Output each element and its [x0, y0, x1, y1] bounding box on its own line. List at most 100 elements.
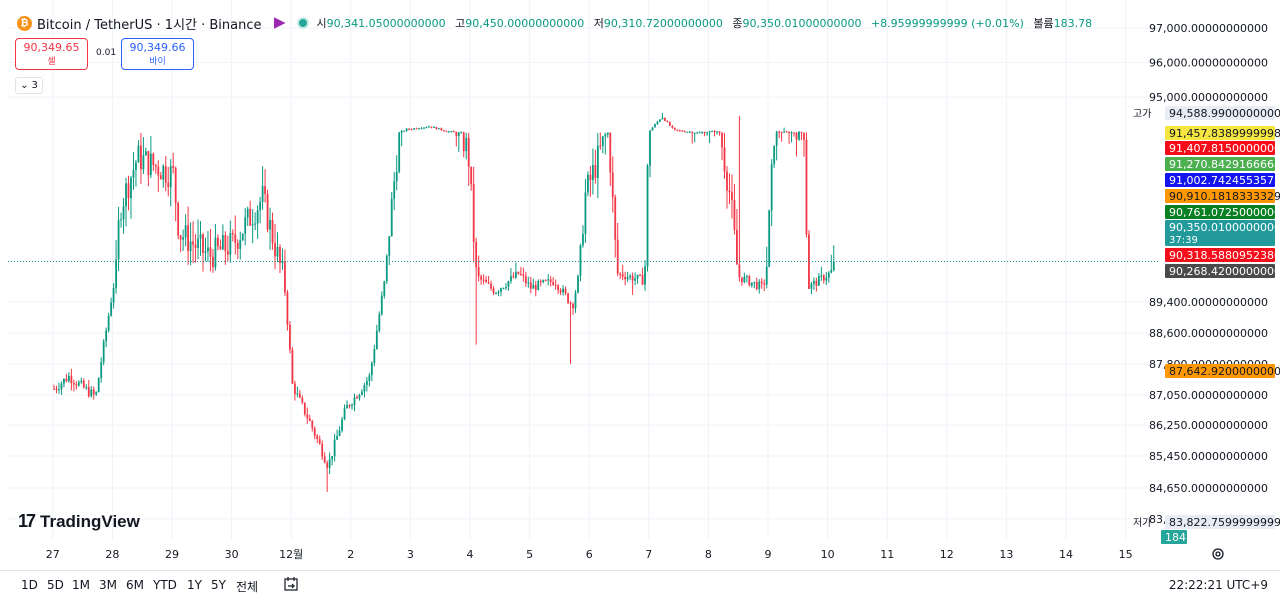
chart-grid	[8, 0, 1160, 540]
candle-body	[515, 271, 517, 278]
candle-body	[490, 283, 492, 289]
candle-body	[624, 276, 627, 280]
candle-body	[169, 166, 172, 187]
candle-body	[144, 151, 147, 156]
range-5y-button[interactable]: 5Y	[211, 578, 226, 592]
candle-body	[229, 233, 232, 255]
indicators-count: 3	[31, 80, 38, 91]
tradingview-logo[interactable]: 17 TradingView	[18, 511, 140, 532]
candle-body	[512, 276, 515, 278]
candle-body	[251, 224, 254, 226]
range-1d-button[interactable]: 1D	[21, 578, 38, 592]
range-1y-button[interactable]: 1Y	[187, 578, 202, 592]
candle-body	[418, 128, 420, 130]
x-tick-label: 27	[46, 548, 60, 561]
candle-body	[323, 456, 326, 463]
candle-body	[167, 182, 170, 187]
candle-body	[405, 128, 408, 131]
candle-body	[619, 273, 622, 275]
candle-body	[174, 167, 177, 203]
candle-body	[596, 145, 599, 178]
price-label-text: 90,318.58809523802	[1169, 249, 1280, 262]
candle-body	[276, 246, 279, 257]
calendar-goto-icon[interactable]	[283, 576, 299, 592]
range-ytd-button[interactable]: YTD	[153, 578, 177, 592]
candle-body	[415, 128, 418, 130]
buy-button[interactable]: 90,349.66 바이	[121, 38, 194, 70]
candle-body	[75, 384, 78, 386]
change-value: +8.95999999999 (+0.01%)	[870, 17, 1024, 30]
x-tick-label: 12	[940, 548, 954, 561]
candle-body	[142, 155, 145, 170]
candle-body	[587, 174, 589, 193]
candle-body	[748, 276, 751, 286]
candle-body	[112, 288, 115, 303]
y-tick-label: 87,050.00000000000	[1149, 389, 1268, 402]
symbol-header[interactable]: ₿ Bitcoin / TetherUS · 1시간 · Binance 시90…	[17, 13, 1098, 33]
range-6m-button[interactable]: 6M	[126, 578, 144, 592]
clock-readout[interactable]: 22:22:21 UTC+9	[1168, 578, 1268, 592]
candle-body	[375, 330, 378, 350]
gear-icon[interactable]	[1211, 547, 1225, 561]
candle-body	[661, 117, 664, 120]
candle-body	[832, 261, 835, 271]
candle-body	[157, 166, 160, 176]
candle-body	[85, 386, 88, 388]
x-tick-label: 3	[407, 548, 414, 561]
candle-body	[688, 131, 691, 133]
low-label: 저	[593, 17, 604, 30]
range-1m-button[interactable]: 1M	[72, 578, 90, 592]
candle-body	[780, 132, 783, 134]
y-tick-label: 96,000.00000000000	[1149, 57, 1268, 70]
range-all-button[interactable]: 전체	[236, 580, 259, 594]
candle-body	[758, 281, 761, 290]
x-tick-label: 8	[705, 548, 712, 561]
range-3m-button[interactable]: 3M	[99, 578, 117, 592]
candle-body	[199, 234, 202, 239]
candle-body	[420, 128, 423, 130]
symbol-title[interactable]: Bitcoin / TetherUS · 1시간 · Binance	[37, 17, 262, 33]
candle-body	[244, 217, 247, 234]
candle-body	[641, 275, 644, 285]
candle-body	[723, 147, 726, 172]
candle-body	[738, 264, 741, 278]
candle-body	[552, 282, 555, 285]
candle-body	[631, 275, 634, 281]
candle-body	[341, 419, 343, 431]
candle-body	[154, 165, 157, 167]
candle-body	[107, 315, 110, 331]
candle-body	[542, 280, 545, 283]
candle-body	[654, 124, 656, 128]
indicators-toggle-button[interactable]: ⌄ 3	[15, 77, 43, 94]
candle-body	[264, 186, 266, 194]
candle-body	[505, 286, 507, 288]
candle-body	[733, 200, 736, 230]
candle-body	[117, 220, 120, 260]
candle-body	[606, 132, 609, 135]
candle-body	[410, 129, 413, 131]
candle-body	[731, 192, 733, 201]
candle-body	[241, 233, 244, 241]
sell-button[interactable]: 90,349.65 셀	[15, 38, 88, 70]
flag-icon[interactable]	[273, 17, 286, 29]
candle-body	[318, 438, 321, 444]
candle-body	[65, 378, 68, 382]
range-5d-button[interactable]: 5D	[47, 578, 64, 592]
candle-body	[740, 277, 743, 283]
candle-body	[708, 131, 711, 133]
candle-body	[378, 314, 381, 331]
candle-body	[207, 247, 209, 252]
price-label-bg	[1161, 530, 1187, 544]
candle-body	[795, 132, 798, 140]
candle-body	[363, 384, 366, 392]
candle-body	[482, 279, 485, 281]
candle-body	[639, 274, 641, 276]
candle-body	[721, 132, 723, 148]
candle-body	[447, 131, 450, 133]
candle-body	[532, 285, 535, 289]
price-label-text: 91,270.84291666684	[1169, 158, 1280, 171]
price-chart[interactable]: 97,000.00000000000 96,000.00000000000 95,0…	[0, 0, 1280, 570]
candle-body	[385, 255, 388, 282]
price-label-text: 91,002.74245535756	[1169, 174, 1280, 187]
candle-body	[132, 170, 135, 178]
